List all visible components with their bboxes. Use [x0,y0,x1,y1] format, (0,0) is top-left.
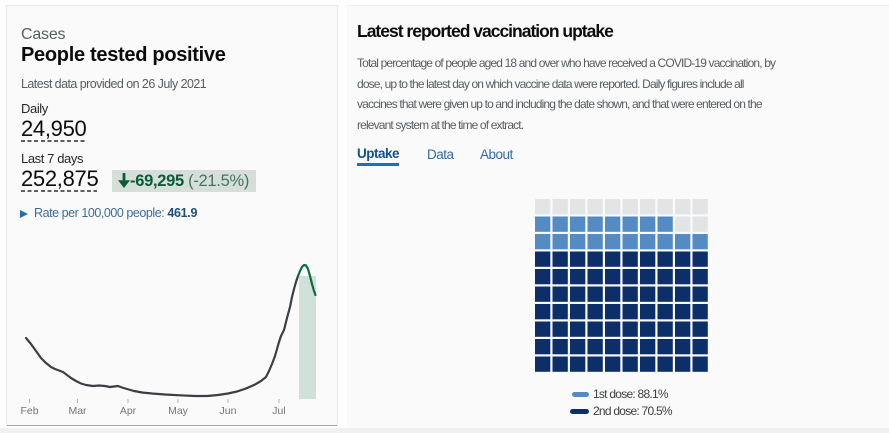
svg-text:Apr: Apr [120,405,137,417]
svg-text:Mar: Mar [68,405,87,417]
svg-text:May: May [168,405,189,417]
svg-text:Feb: Feb [20,405,38,417]
svg-text:Jul: Jul [272,405,285,417]
svg-text:Jun: Jun [220,405,237,417]
